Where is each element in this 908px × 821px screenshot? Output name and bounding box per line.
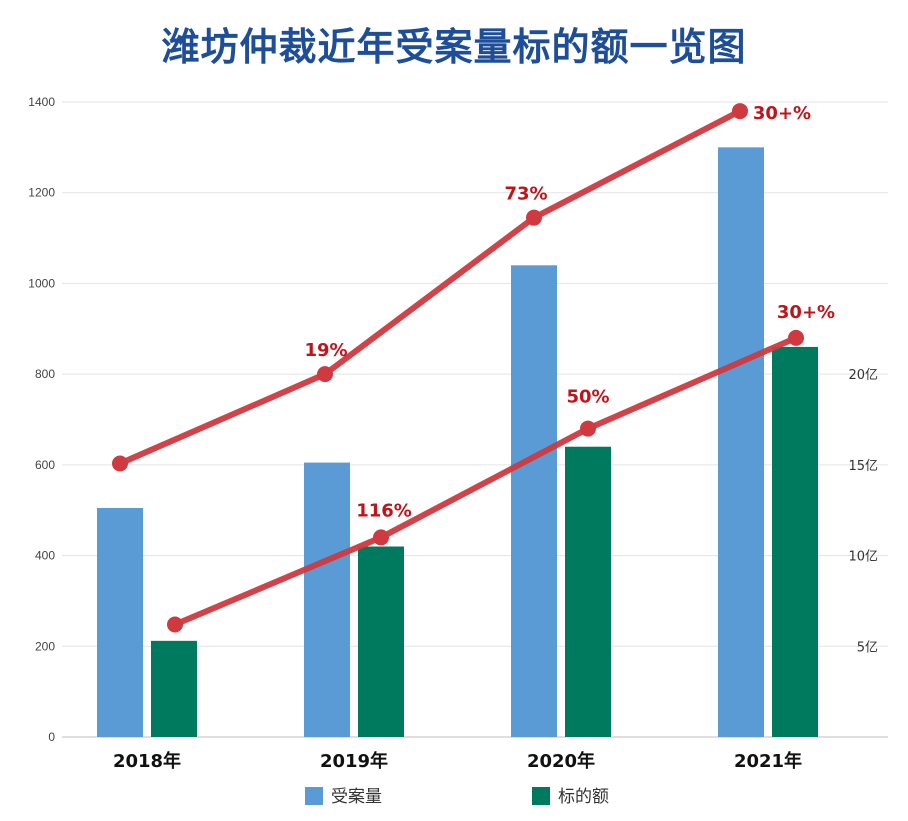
bar-标的额-2: [565, 446, 611, 737]
legend: 受案量 标的额: [305, 787, 609, 807]
y-right-tick-label: 20亿: [848, 368, 878, 383]
y-left-tick-label: 1000: [28, 276, 55, 290]
y-right-tick-label: 10亿: [848, 550, 878, 565]
growth-label: 30+%: [753, 103, 811, 124]
x-tick-label: 2020年: [527, 750, 595, 772]
trend-point-标的额-2: [580, 420, 596, 437]
y-left-tick-label: 600: [35, 458, 55, 472]
growth-label: 73%: [504, 184, 547, 205]
trend-lines: 19% 73% 30+% 116% 50% 30+%: [112, 103, 835, 633]
legend-label: 受案量: [331, 787, 382, 807]
trend-line-受案量: [117, 108, 743, 467]
growth-label: 50%: [566, 387, 609, 408]
growth-label: 30+%: [777, 302, 835, 323]
y-left-tick-label: 1200: [28, 186, 55, 200]
legend-label: 标的额: [558, 787, 609, 807]
left-y-axis: 0 200 400 600 800 1000 1200 1400: [28, 95, 55, 744]
y-right-tick-label: 5亿: [857, 640, 878, 655]
bar-标的额-0: [151, 640, 197, 737]
trend-point-标的额-1: [373, 529, 389, 546]
y-left-tick-label: 200: [35, 639, 55, 653]
y-left-tick-label: 800: [35, 367, 55, 381]
growth-label: 116%: [356, 500, 412, 521]
y-left-tick-label: 400: [35, 549, 55, 563]
legend-swatch: [305, 787, 323, 805]
trend-point-受案量-3: [732, 103, 748, 120]
y-right-tick-label: 15亿: [848, 459, 878, 474]
bar-标的额-3: [772, 346, 818, 737]
x-tick-label: 2019年: [320, 750, 388, 772]
y-left-tick-label: 0: [48, 730, 55, 744]
y-left-tick-label: 1400: [28, 95, 55, 109]
chart-title: 潍坊仲裁近年受案量标的额一览图: [161, 25, 746, 69]
x-axis-labels: 2018年 2019年 2020年 2021年: [113, 750, 802, 772]
right-y-axis: 5亿 10亿 15亿 20亿: [848, 368, 878, 655]
bar-标的额-1: [358, 546, 404, 737]
bar-受案量-0: [97, 507, 143, 737]
bar-受案量-3: [718, 147, 764, 737]
bars: [97, 147, 818, 737]
trend-point-标的额-0: [167, 616, 183, 633]
x-tick-label: 2018年: [113, 750, 181, 772]
growth-label: 19%: [304, 340, 347, 361]
trend-point-标的额-3: [788, 329, 804, 346]
trend-line-标的额: [172, 334, 799, 628]
trend-point-受案量-1: [317, 366, 333, 383]
trend-point-受案量-0: [112, 455, 128, 472]
gridlines: [62, 101, 888, 738]
bar-受案量-2: [511, 265, 557, 737]
trend-point-受案量-2: [526, 209, 542, 226]
bar-受案量-1: [304, 462, 350, 737]
legend-swatch: [532, 787, 550, 805]
x-tick-label: 2021年: [734, 750, 802, 772]
